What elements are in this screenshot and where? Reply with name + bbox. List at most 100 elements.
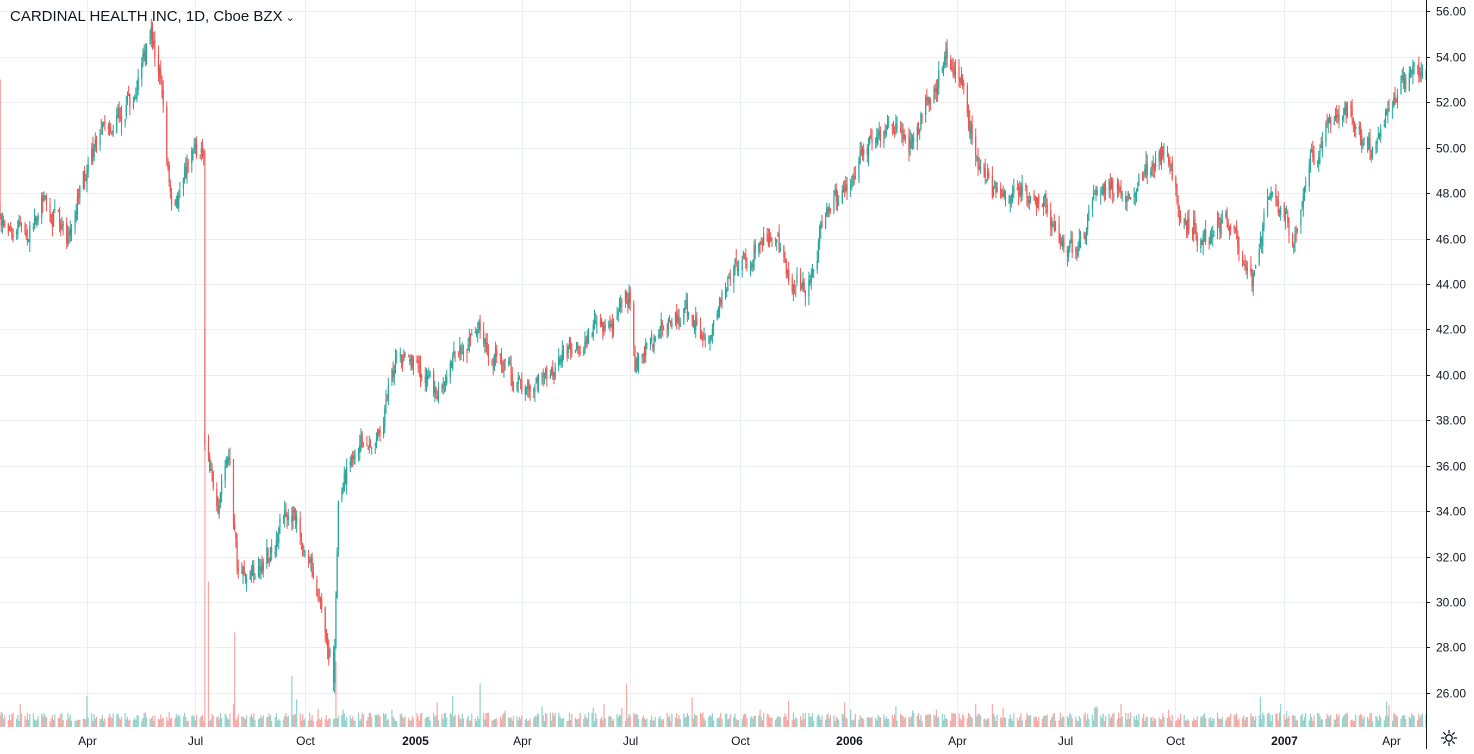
volume-bar bbox=[1008, 718, 1010, 727]
volume-bar bbox=[1327, 715, 1329, 727]
candle-body bbox=[884, 130, 886, 134]
volume-bar bbox=[1025, 719, 1027, 727]
candle-body bbox=[591, 334, 593, 336]
candle-body bbox=[467, 343, 469, 351]
candle-body bbox=[1146, 163, 1148, 175]
volume-bar bbox=[145, 717, 148, 727]
volume-bar bbox=[1168, 709, 1170, 727]
volume-bar bbox=[1027, 715, 1029, 727]
candle-body bbox=[86, 170, 88, 184]
candle-body bbox=[1088, 210, 1090, 215]
volume-bar bbox=[1060, 718, 1063, 727]
volume-bar bbox=[1291, 715, 1294, 727]
volume-bar bbox=[70, 720, 73, 727]
candle-body bbox=[1209, 233, 1211, 243]
candle-body bbox=[785, 259, 787, 274]
candle-body bbox=[487, 353, 490, 358]
volume-bar bbox=[8, 714, 11, 727]
candle-body bbox=[60, 224, 62, 230]
volume-bar bbox=[1283, 714, 1285, 727]
time-tick-label: 2007 bbox=[1271, 734, 1298, 748]
candle-body bbox=[359, 444, 361, 451]
candle-body bbox=[801, 282, 803, 289]
volume-bar bbox=[508, 717, 510, 727]
candle-body bbox=[36, 218, 38, 221]
candle-body bbox=[1062, 240, 1064, 246]
volume-bar bbox=[796, 718, 798, 727]
candle-body bbox=[528, 380, 530, 390]
volume-bar bbox=[718, 716, 721, 727]
candle-body bbox=[637, 354, 640, 371]
volume-bar bbox=[1050, 719, 1052, 727]
symbol-title[interactable]: CARDINAL HEALTH INC, 1D, Cboe BZX ⌄ bbox=[10, 8, 295, 25]
candle-body bbox=[1152, 163, 1154, 168]
volume-bar bbox=[396, 721, 398, 727]
candle-body bbox=[137, 77, 139, 91]
gear-icon[interactable] bbox=[1440, 729, 1458, 747]
candle-body bbox=[143, 52, 145, 57]
candle-body bbox=[1293, 245, 1295, 248]
candle-body bbox=[1343, 108, 1345, 117]
candle-body bbox=[593, 319, 596, 328]
volume-bar bbox=[1321, 719, 1323, 727]
volume-bar bbox=[804, 712, 806, 727]
candle-body bbox=[12, 235, 14, 237]
volume-bar bbox=[611, 720, 613, 727]
volume-bar bbox=[1120, 703, 1122, 727]
candle-body bbox=[1083, 232, 1085, 237]
candle-body bbox=[586, 335, 588, 344]
price-axis[interactable]: 56.0054.0052.0050.0048.0046.0044.0042.00… bbox=[1426, 5, 1466, 701]
volume-bar bbox=[1220, 719, 1222, 727]
candle-body bbox=[1277, 200, 1279, 213]
candle-body bbox=[241, 571, 243, 574]
chevron-down-icon[interactable]: ⌄ bbox=[285, 12, 295, 24]
volume-bar bbox=[1113, 712, 1115, 727]
candle-body bbox=[212, 471, 214, 488]
volume-bar bbox=[617, 717, 619, 727]
candle-body bbox=[100, 127, 102, 129]
volume-bar bbox=[217, 716, 219, 727]
volume-bar bbox=[1051, 717, 1053, 727]
volume-bar bbox=[137, 715, 139, 727]
candle-body bbox=[1027, 196, 1029, 204]
volume-bar bbox=[583, 719, 585, 727]
volume-bar bbox=[763, 712, 765, 727]
candle-body bbox=[658, 334, 660, 338]
candle-body bbox=[938, 70, 940, 88]
volume-bar bbox=[383, 712, 385, 727]
volume-bar bbox=[174, 718, 176, 727]
volume-bar bbox=[1269, 714, 1271, 727]
candle-body bbox=[268, 557, 270, 562]
volume-bar bbox=[784, 713, 786, 727]
volume-bar bbox=[988, 718, 990, 727]
volume-bar bbox=[353, 720, 355, 727]
time-axis[interactable]: Apr Jul Oct 2005 Apr Jul Oct 2006 Apr Jul Oct 2007 A… bbox=[78, 734, 1401, 748]
volume-bar bbox=[301, 714, 304, 727]
candle-body bbox=[95, 140, 98, 144]
candle-body bbox=[192, 149, 194, 151]
volume-bar bbox=[1367, 716, 1369, 727]
volume-bar bbox=[53, 719, 55, 727]
volume-bar bbox=[1359, 713, 1362, 727]
candle-body bbox=[157, 54, 160, 73]
volume-bar bbox=[354, 720, 356, 727]
candle-body bbox=[26, 238, 29, 242]
volume-bar bbox=[1127, 713, 1129, 727]
candle-body bbox=[734, 260, 736, 270]
candle-body bbox=[107, 126, 110, 129]
candle-body bbox=[362, 444, 364, 447]
volume-bar bbox=[1401, 715, 1403, 727]
volume-bar bbox=[1017, 720, 1020, 727]
candle-body bbox=[0, 214, 2, 227]
candle-body bbox=[545, 368, 547, 374]
candle-body bbox=[1044, 194, 1046, 199]
volume-bar bbox=[69, 714, 71, 727]
candle-body bbox=[1260, 238, 1263, 244]
volume-bar bbox=[1252, 716, 1254, 727]
volume-bar bbox=[1250, 713, 1252, 727]
candle-body bbox=[1216, 220, 1219, 231]
candle-body bbox=[1375, 145, 1377, 149]
volume-bar bbox=[479, 683, 481, 727]
